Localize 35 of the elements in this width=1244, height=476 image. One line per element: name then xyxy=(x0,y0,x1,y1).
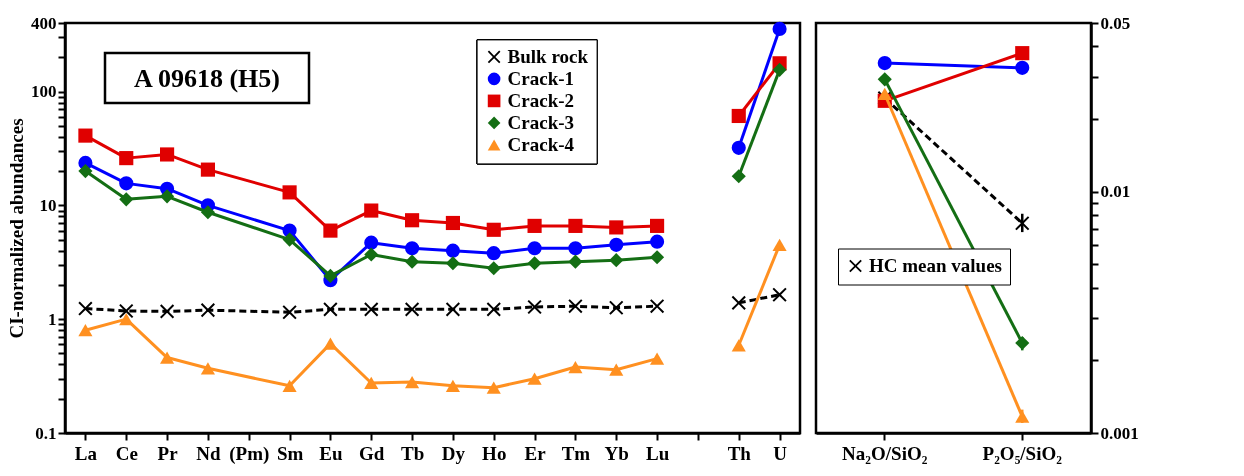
x-tick-label: P₂O₅/SiO₂ xyxy=(982,442,1063,464)
x-tick-label: La xyxy=(74,442,98,464)
x-tick-label: (Pm) xyxy=(229,442,270,465)
x-tick-label: U xyxy=(773,442,788,464)
annotation: A 09618 (H5) xyxy=(134,64,280,93)
x-tick-label: Th xyxy=(727,442,752,464)
x-tick-label: Dy xyxy=(441,442,466,464)
x-tick-label: Ho xyxy=(482,442,507,464)
y-tick-label: 400 xyxy=(31,13,57,33)
legend-label: Crack-1 xyxy=(507,67,575,89)
x-tick-label: Tm xyxy=(561,442,591,464)
legend-label: Bulk rock xyxy=(507,45,589,67)
y-tick-label: 1 xyxy=(48,309,57,329)
y-tick-label: 0.01 xyxy=(1100,182,1131,202)
y-tick-label: 100 xyxy=(31,82,57,102)
x-tick-label: Gd xyxy=(359,442,385,464)
legend-label: Crack-3 xyxy=(507,111,575,133)
legend-label: Crack-2 xyxy=(507,89,575,111)
x-tick-label: Eu xyxy=(319,442,343,464)
x-tick-label: Nd xyxy=(196,442,221,464)
x-tick-label: Er xyxy=(524,442,547,464)
x-tick-label: Yb xyxy=(604,442,629,464)
legend-label: Crack-4 xyxy=(507,133,575,155)
y-tick-label: 10 xyxy=(39,195,57,215)
legend-label: HC mean values xyxy=(869,255,1002,276)
y-tick-label: 0.1 xyxy=(35,423,57,443)
y-tick-label: 0.05 xyxy=(1100,13,1131,33)
y-axis-title: CI-normalized abundances xyxy=(6,118,27,339)
x-tick-label: Ce xyxy=(115,442,138,464)
x-tick-label: Tb xyxy=(400,442,425,464)
y-tick-label: 0.001 xyxy=(1100,423,1139,443)
x-tick-label: Pr xyxy=(157,442,179,464)
x-tick-label: Sm xyxy=(276,442,304,464)
x-tick-label: Na₂O/SiO₂ xyxy=(842,442,928,464)
x-tick-label: Lu xyxy=(645,442,670,464)
